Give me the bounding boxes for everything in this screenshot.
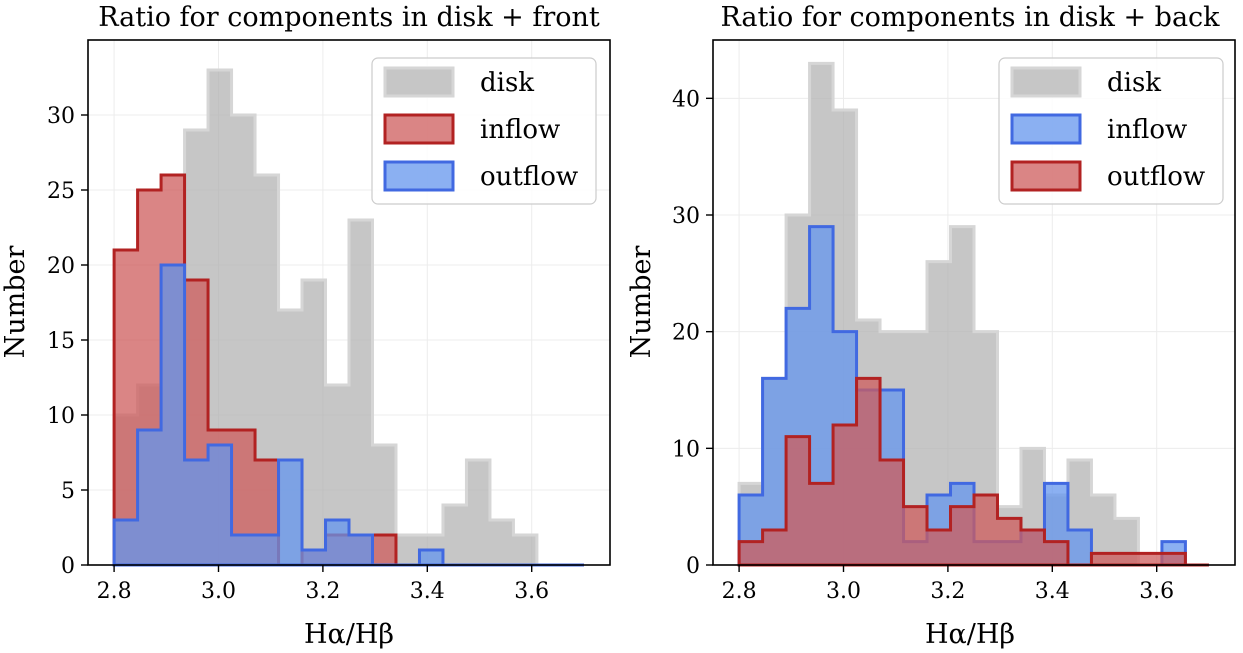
legend-swatch-inflow — [383, 113, 455, 145]
legend-label-disk: disk — [480, 68, 534, 98]
legend-swatch-outflow — [1010, 160, 1082, 192]
x-tick-label: 3.4 — [1035, 579, 1070, 604]
histogram-bars — [737, 61, 1209, 567]
panel-title: Ratio for components in disk + back — [720, 2, 1220, 33]
y-tick-label: 10 — [672, 437, 700, 462]
y-tick-label: 0 — [686, 554, 700, 579]
y-tick-label: 5 — [61, 479, 75, 504]
x-tick-label: 3.0 — [201, 579, 236, 604]
x-axis-label: Hα/Hβ — [925, 619, 1015, 650]
panel-front: Ratio for components in disk + front — [0, 2, 611, 650]
x-axis-label: Hα/Hβ — [304, 619, 394, 650]
y-tick-label: 10 — [47, 404, 75, 429]
histogram-outflow — [737, 376, 1209, 567]
y-tick-label: 15 — [47, 329, 75, 354]
legend-label-outflow: outflow — [480, 162, 578, 192]
x-tick-label: 3.6 — [1139, 579, 1174, 604]
x-tick-label: 3.6 — [514, 579, 549, 604]
y-ticks: 0 10 20 30 40 — [672, 87, 713, 579]
x-tick-label: 2.8 — [97, 579, 132, 604]
y-tick-label: 0 — [61, 554, 75, 579]
y-tick-label: 20 — [672, 321, 700, 346]
x-tick-label: 3.2 — [930, 579, 965, 604]
legend: disk inflow outflow — [371, 57, 597, 205]
y-axis-label: Number — [626, 246, 657, 359]
legend-swatch-inflow — [1010, 113, 1082, 145]
y-tick-label: 40 — [672, 87, 700, 112]
y-tick-label: 20 — [47, 254, 75, 279]
x-tick-label: 3.0 — [826, 579, 861, 604]
y-tick-label: 30 — [672, 204, 700, 229]
panel-title: Ratio for components in disk + front — [98, 2, 600, 33]
x-ticks: 2.8 3.0 3.2 3.4 3.6 — [722, 565, 1174, 604]
y-axis-label: Number — [0, 246, 31, 359]
axes-frame — [87, 39, 611, 566]
axes-frame — [712, 39, 1236, 566]
y-tick-label: 30 — [47, 104, 75, 129]
legend-label-inflow: inflow — [480, 115, 560, 145]
legend: disk inflow outflow — [998, 57, 1224, 205]
legend-label-disk: disk — [1107, 68, 1161, 98]
y-tick-label: 25 — [47, 179, 75, 204]
x-tick-label: 3.2 — [305, 579, 340, 604]
y-ticks: 0 5 10 15 20 25 30 — [47, 104, 88, 579]
x-ticks: 2.8 3.0 3.2 3.4 3.6 — [97, 565, 549, 604]
legend-swatch-outflow — [383, 160, 455, 192]
x-tick-label: 2.8 — [722, 579, 757, 604]
legend-swatch-disk — [383, 66, 455, 98]
legend-label-inflow: inflow — [1107, 115, 1187, 145]
legend-swatch-disk — [1010, 66, 1082, 98]
panel-back: Ratio for components in disk + back — [626, 2, 1236, 650]
legend-label-outflow: outflow — [1107, 162, 1205, 192]
x-tick-label: 3.4 — [410, 579, 445, 604]
